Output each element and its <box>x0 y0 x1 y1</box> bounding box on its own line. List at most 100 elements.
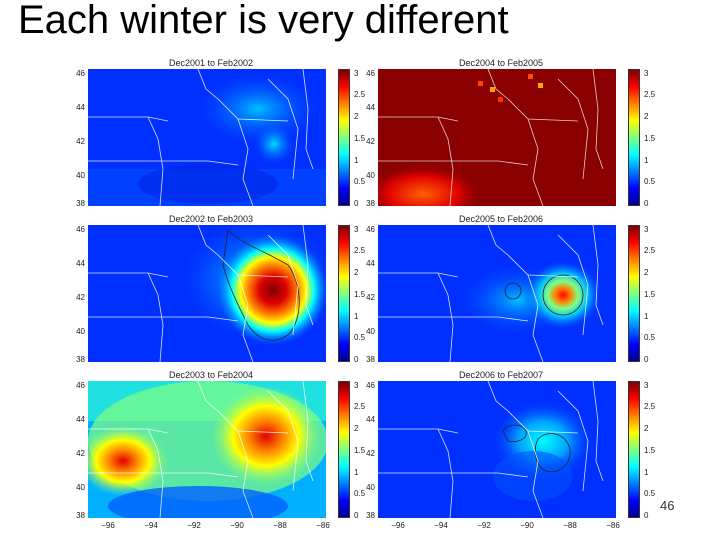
colorbar <box>338 69 350 206</box>
y-tick-label: 46 <box>76 381 85 390</box>
colorbar-tick: 3 <box>354 381 359 390</box>
heatmap <box>378 69 616 206</box>
colorbar-tick: 2.5 <box>354 246 366 255</box>
page-number: 46 <box>660 498 675 513</box>
y-tick-label: 46 <box>366 225 375 234</box>
heatmap <box>88 69 326 206</box>
panel-title: Dec2002 to Feb2003 <box>168 214 254 224</box>
heatmap <box>378 381 616 518</box>
x-tick-label: −86 <box>606 521 620 530</box>
x-tick-label: −96 <box>391 521 405 530</box>
colorbar-tick: 2 <box>354 268 359 277</box>
colorbar-tick: 2 <box>354 424 359 433</box>
map-panel-1: Dec2001 to Feb2002 46 44 42 40 38 <box>55 58 365 208</box>
y-tick-label: 38 <box>76 511 85 520</box>
colorbar-tick: 1 <box>644 468 649 477</box>
y-tick-label: 44 <box>366 259 375 268</box>
x-tick-label: −92 <box>477 521 491 530</box>
colorbar <box>338 225 350 362</box>
colorbar-tick: 0.5 <box>354 177 366 186</box>
y-tick-label: 42 <box>76 449 85 458</box>
y-tick-label: 42 <box>366 293 375 302</box>
y-tick-label: 38 <box>76 355 85 364</box>
x-tick-label: −88 <box>273 521 287 530</box>
colorbar-tick: 3 <box>644 381 649 390</box>
colorbar-tick: 0.5 <box>644 489 656 498</box>
colorbar-tick: 1 <box>354 312 359 321</box>
colorbar-tick: 0 <box>354 199 359 208</box>
colorbar-tick: 2 <box>644 112 649 121</box>
colorbar-tick: 3 <box>354 225 359 234</box>
colorbar <box>628 381 640 518</box>
x-tick-label: −90 <box>230 521 244 530</box>
x-tick-label: −90 <box>520 521 534 530</box>
y-tick-label: 38 <box>366 199 375 208</box>
y-tick-label: 38 <box>366 511 375 520</box>
colorbar-tick: 0.5 <box>644 177 656 186</box>
colorbar-tick: 1 <box>644 312 649 321</box>
colorbar <box>628 69 640 206</box>
colorbar-tick: 1.5 <box>354 446 366 455</box>
colorbar-tick: 2.5 <box>644 402 656 411</box>
panel-title: Dec2003 to Feb2004 <box>168 370 254 380</box>
colorbar-tick: 0 <box>644 355 649 364</box>
map-panel-2: Dec2004 to Feb2005 46 44 42 40 38 <box>345 58 655 208</box>
colorbar-tick: 1.5 <box>354 290 366 299</box>
colorbar-tick: 2 <box>354 112 359 121</box>
y-tick-label: 44 <box>76 103 85 112</box>
y-tick-label: 40 <box>76 171 85 180</box>
colorbar <box>628 225 640 362</box>
heatmap <box>88 225 326 362</box>
colorbar-tick: 0 <box>354 355 359 364</box>
y-tick-label: 44 <box>366 415 375 424</box>
colorbar-tick: 2 <box>644 424 649 433</box>
y-tick-label: 40 <box>366 327 375 336</box>
map-panel-6: Dec2006 to Feb2007 46 44 42 40 38 <box>345 370 655 530</box>
colorbar-tick: 3 <box>644 69 649 78</box>
colorbar-tick: 0.5 <box>354 333 366 342</box>
y-tick-label: 44 <box>76 259 85 268</box>
map-panel-3: Dec2002 to Feb2003 46 44 42 40 38 <box>55 214 365 364</box>
x-tick-label: −94 <box>144 521 158 530</box>
y-tick-label: 46 <box>366 381 375 390</box>
heatmap <box>88 381 326 518</box>
x-tick-label: −96 <box>101 521 115 530</box>
y-tick-label: 46 <box>76 69 85 78</box>
colorbar-tick: 2.5 <box>644 246 656 255</box>
panel-title: Dec2006 to Feb2007 <box>458 370 544 380</box>
colorbar-tick: 0.5 <box>644 333 656 342</box>
colorbar <box>338 381 350 518</box>
x-tick-label: −92 <box>187 521 201 530</box>
colorbar-tick: 2.5 <box>354 402 366 411</box>
colorbar-tick: 2.5 <box>354 90 366 99</box>
y-tick-label: 40 <box>366 483 375 492</box>
colorbar-tick: 3 <box>644 225 649 234</box>
panel-title: Dec2001 to Feb2002 <box>168 58 254 68</box>
colorbar-tick: 0 <box>644 199 649 208</box>
y-tick-label: 46 <box>76 225 85 234</box>
y-tick-label: 40 <box>76 327 85 336</box>
colorbar-tick: 1.5 <box>644 290 656 299</box>
y-tick-label: 42 <box>366 137 375 146</box>
y-tick-label: 44 <box>366 103 375 112</box>
x-tick-label: −88 <box>563 521 577 530</box>
colorbar-tick: 3 <box>354 69 359 78</box>
y-tick-label: 44 <box>76 415 85 424</box>
y-tick-label: 38 <box>366 355 375 364</box>
colorbar-tick: 0 <box>644 511 649 520</box>
y-tick-label: 40 <box>76 483 85 492</box>
map-panel-4: Dec2005 to Feb2006 46 44 42 40 38 <box>345 214 655 364</box>
colorbar-tick: 1 <box>354 468 359 477</box>
y-tick-label: 42 <box>76 137 85 146</box>
colorbar-tick: 1 <box>354 156 359 165</box>
colorbar-tick: 2.5 <box>644 90 656 99</box>
y-tick-label: 40 <box>366 171 375 180</box>
colorbar-tick: 2 <box>644 268 649 277</box>
y-tick-label: 38 <box>76 199 85 208</box>
y-tick-label: 42 <box>76 293 85 302</box>
y-tick-label: 46 <box>366 69 375 78</box>
map-panel-5: Dec2003 to Feb2004 46 44 42 40 38 <box>55 370 365 530</box>
heatmap <box>378 225 616 362</box>
x-tick-label: −94 <box>434 521 448 530</box>
x-tick-label: −86 <box>316 521 330 530</box>
